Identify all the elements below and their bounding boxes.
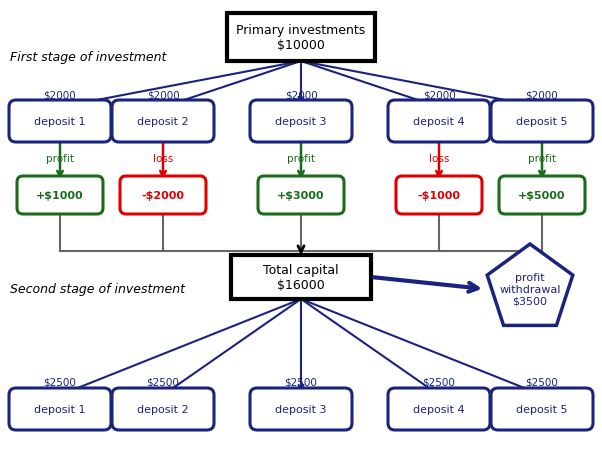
Text: -$1000: -$1000 <box>418 191 461 201</box>
Text: $2500: $2500 <box>285 377 317 387</box>
FancyBboxPatch shape <box>231 255 371 299</box>
Text: Second stage of investment: Second stage of investment <box>10 283 185 296</box>
Polygon shape <box>487 244 573 326</box>
Text: deposit 3: deposit 3 <box>275 117 327 127</box>
FancyBboxPatch shape <box>112 101 214 143</box>
Text: profit: profit <box>528 154 556 164</box>
Text: loss: loss <box>153 154 173 164</box>
Text: Total capital
$16000: Total capital $16000 <box>263 263 339 291</box>
Text: profit: profit <box>46 154 74 164</box>
FancyBboxPatch shape <box>250 101 352 143</box>
FancyBboxPatch shape <box>17 177 103 215</box>
Text: +$1000: +$1000 <box>36 191 84 201</box>
Text: deposit 4: deposit 4 <box>413 117 465 127</box>
Text: deposit 3: deposit 3 <box>275 404 327 414</box>
Text: $2500: $2500 <box>526 377 559 387</box>
FancyBboxPatch shape <box>396 177 482 215</box>
FancyBboxPatch shape <box>491 101 593 143</box>
Text: $2500: $2500 <box>43 377 76 387</box>
Text: $2000: $2000 <box>147 90 179 100</box>
Text: First stage of investment: First stage of investment <box>10 51 166 64</box>
Text: $2000: $2000 <box>526 90 559 100</box>
FancyBboxPatch shape <box>227 14 375 62</box>
Text: loss: loss <box>429 154 449 164</box>
Text: $2000: $2000 <box>43 90 76 100</box>
Text: deposit 1: deposit 1 <box>34 404 85 414</box>
Text: +$5000: +$5000 <box>518 191 566 201</box>
FancyBboxPatch shape <box>491 388 593 430</box>
FancyBboxPatch shape <box>250 388 352 430</box>
Text: deposit 2: deposit 2 <box>137 404 189 414</box>
Text: deposit 1: deposit 1 <box>34 117 85 127</box>
FancyBboxPatch shape <box>120 177 206 215</box>
Text: profit: profit <box>287 154 315 164</box>
Text: +$3000: +$3000 <box>278 191 324 201</box>
FancyBboxPatch shape <box>388 101 490 143</box>
FancyBboxPatch shape <box>9 101 111 143</box>
FancyBboxPatch shape <box>112 388 214 430</box>
FancyBboxPatch shape <box>499 177 585 215</box>
Text: deposit 2: deposit 2 <box>137 117 189 127</box>
Text: $2000: $2000 <box>423 90 455 100</box>
Text: $2500: $2500 <box>146 377 179 387</box>
Text: profit
withdrawal
$3500: profit withdrawal $3500 <box>499 273 560 306</box>
Text: $2500: $2500 <box>423 377 456 387</box>
Text: deposit 5: deposit 5 <box>517 117 568 127</box>
Text: -$2000: -$2000 <box>141 191 184 201</box>
FancyBboxPatch shape <box>388 388 490 430</box>
Text: Primary investments
$10000: Primary investments $10000 <box>237 24 365 52</box>
Text: $2000: $2000 <box>285 90 317 100</box>
Text: deposit 4: deposit 4 <box>413 404 465 414</box>
FancyBboxPatch shape <box>9 388 111 430</box>
FancyBboxPatch shape <box>258 177 344 215</box>
Text: deposit 5: deposit 5 <box>517 404 568 414</box>
